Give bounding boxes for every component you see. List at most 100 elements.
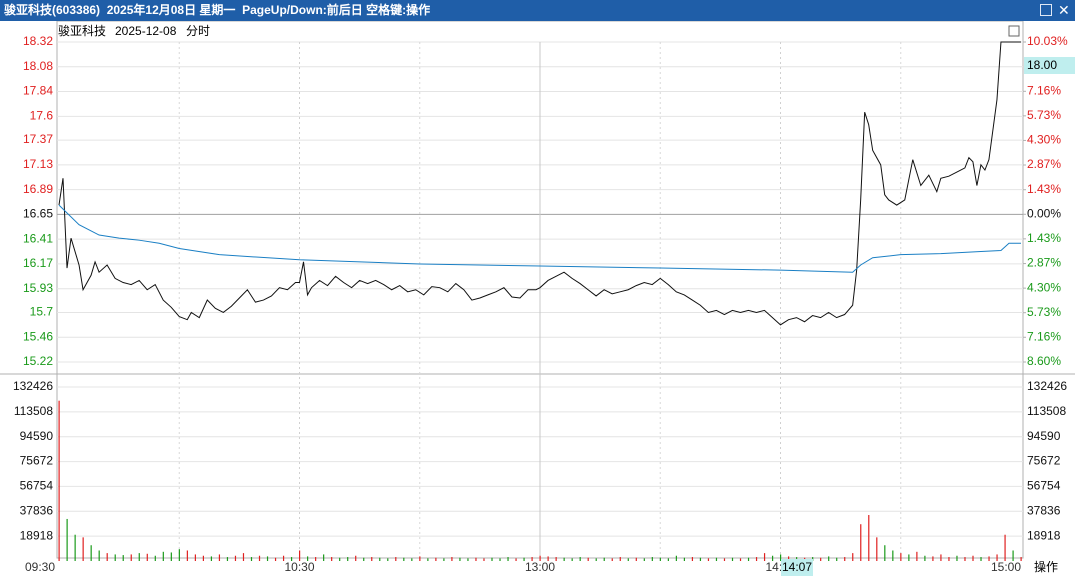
volume-bar xyxy=(876,537,878,561)
volume-bar xyxy=(162,551,164,561)
title-bar: 骏亚科技(603386) 2025年12月08日 星期一 PageUp/Down… xyxy=(0,0,1075,21)
marks xyxy=(58,41,1022,561)
volume-bar xyxy=(226,557,229,561)
y2-tick-label: 1.43% xyxy=(1027,182,1061,196)
volume-bar xyxy=(675,555,677,561)
volume-bar xyxy=(379,557,381,561)
chart-mode: 分时 xyxy=(186,24,210,38)
y2-tick-label: 5.73% xyxy=(1027,305,1061,319)
volume-bar xyxy=(266,556,269,561)
volume-bar xyxy=(66,518,68,561)
volume-bar xyxy=(771,555,774,561)
volume-bar xyxy=(507,557,509,561)
volume-bar xyxy=(435,557,437,561)
y-tick-label: 15.7 xyxy=(30,305,54,319)
panel-toggle[interactable] xyxy=(1008,25,1020,37)
volume-bar xyxy=(948,557,950,561)
y2-tick-label: 0.00% xyxy=(1027,206,1061,220)
x-tick-label: 15:00 xyxy=(991,560,1021,574)
volume-bar xyxy=(828,556,830,561)
volume-tick-label: 94590 xyxy=(20,429,54,443)
volume-tick-label-right: 132426 xyxy=(1027,379,1067,393)
y-tick-label: 15.46 xyxy=(23,329,53,343)
y-tick-label: 17.6 xyxy=(30,108,54,122)
action-button[interactable]: 操作 xyxy=(1034,559,1058,574)
volume-bar xyxy=(707,558,710,561)
volume-bar xyxy=(523,557,525,561)
y-tick-label: 18.32 xyxy=(23,34,53,48)
volume-bar xyxy=(154,555,156,561)
y2-tick-label: 1.43% xyxy=(1027,231,1061,245)
y2-tick-label: 4.30% xyxy=(1027,133,1061,147)
volume-bar xyxy=(900,553,902,561)
volume-tick-label-right: 113508 xyxy=(1027,404,1066,418)
volume-bar xyxy=(916,551,918,561)
volume-tick-label: 18918 xyxy=(20,528,54,542)
volume-bar xyxy=(627,558,629,561)
volume-bar xyxy=(210,556,213,561)
y-tick-label: 17.13 xyxy=(23,157,53,171)
volume-bar xyxy=(234,555,237,561)
volume-bar xyxy=(403,557,405,561)
volume-bar xyxy=(699,557,702,561)
chart-title: 骏亚科技 xyxy=(58,24,106,38)
volume-bar xyxy=(739,558,742,561)
y-tick-label: 17.37 xyxy=(23,132,53,146)
volume-bar xyxy=(74,534,76,561)
volume-bar xyxy=(130,554,132,561)
volume-bar xyxy=(427,558,429,561)
volume-bar xyxy=(122,555,124,561)
volume-bar xyxy=(363,557,365,561)
y2-tick-label: 7.16% xyxy=(1027,83,1061,97)
x-tick-label: 10:30 xyxy=(284,560,314,574)
volume-bar xyxy=(579,557,581,561)
volume-bar xyxy=(635,557,637,561)
volume-bar xyxy=(603,557,605,561)
average-line xyxy=(58,204,1021,273)
volume-bar xyxy=(387,558,389,561)
volume-bar xyxy=(964,557,966,561)
volume-bar xyxy=(659,557,661,561)
volume-bar xyxy=(868,515,870,561)
volume-bar xyxy=(355,555,357,561)
volume-bar xyxy=(780,554,782,561)
volume-bar xyxy=(755,557,758,561)
chart-date: 2025-12-08 xyxy=(115,24,177,38)
volume-bar xyxy=(82,537,84,561)
volume-tick-label-right: 56754 xyxy=(1027,479,1061,493)
volume-bar xyxy=(547,556,549,561)
close-button[interactable]: ✕ xyxy=(1058,2,1070,18)
volume-bar xyxy=(515,558,517,561)
volume-bar xyxy=(443,558,445,561)
cursor-time: 14:07 xyxy=(782,560,812,574)
volume-bar xyxy=(250,557,253,561)
grid xyxy=(0,41,1075,558)
volume-bar xyxy=(274,557,277,561)
volume-bar xyxy=(860,524,862,561)
volume-bar xyxy=(58,400,60,561)
volume-bar xyxy=(595,558,597,561)
volume-bar xyxy=(763,553,766,561)
y2-tick-label: 2.87% xyxy=(1027,157,1061,171)
y-tick-label: 16.17 xyxy=(23,256,53,270)
y-tick-label: 15.93 xyxy=(23,281,53,295)
volume-bar xyxy=(282,555,285,561)
volume-bar xyxy=(1004,534,1006,561)
volume-bar xyxy=(483,558,485,561)
volume-bar xyxy=(611,558,613,561)
y2-tick-label: 10.03% xyxy=(1027,34,1068,48)
volume-bar xyxy=(315,557,317,561)
cursor-time-box xyxy=(781,559,813,576)
volume-bar xyxy=(106,553,108,561)
maximize-button[interactable] xyxy=(1040,4,1052,16)
volume-tick-label-right: 94590 xyxy=(1027,429,1061,443)
volume-bar xyxy=(852,553,854,561)
volume-bar xyxy=(683,557,685,561)
volume-bar xyxy=(747,557,750,561)
volume-bar xyxy=(307,556,309,561)
volume-bar xyxy=(651,557,653,561)
volume-bar xyxy=(980,557,982,561)
volume-bar xyxy=(419,556,421,561)
volume-bar xyxy=(667,558,669,561)
volume-tick-label: 132426 xyxy=(13,379,53,393)
